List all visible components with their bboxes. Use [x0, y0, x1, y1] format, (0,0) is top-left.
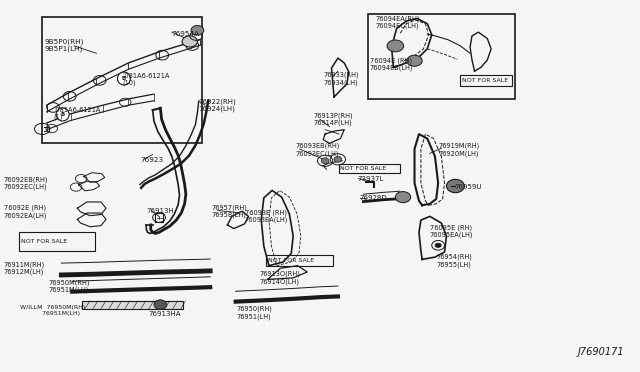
Text: 76950(RH)
76951(LH): 76950(RH) 76951(LH): [237, 306, 273, 320]
Text: 76919M(RH)
76920M(LH): 76919M(RH) 76920M(LH): [438, 143, 479, 157]
Ellipse shape: [396, 192, 411, 203]
Text: B: B: [61, 112, 65, 117]
Text: 76954A: 76954A: [172, 31, 200, 37]
Ellipse shape: [191, 26, 204, 35]
Text: B: B: [122, 76, 126, 81]
Text: 76928D: 76928D: [360, 195, 387, 201]
Text: 76913P(RH)
76914P(LH): 76913P(RH) 76914P(LH): [314, 112, 353, 126]
Text: 76950M(RH)
76951M(LH): 76950M(RH) 76951M(LH): [49, 279, 90, 293]
Text: 76092E (RH)
76092EA(LH): 76092E (RH) 76092EA(LH): [4, 205, 47, 219]
Text: J7690171: J7690171: [577, 347, 624, 357]
Text: 76922(RH)
76924(LH): 76922(RH) 76924(LH): [198, 98, 236, 112]
Ellipse shape: [435, 243, 442, 247]
Circle shape: [118, 72, 131, 85]
Ellipse shape: [321, 158, 329, 164]
Text: 76959U: 76959U: [454, 184, 482, 190]
Text: W/ILLM  76950M(RH)
           76951M(LH): W/ILLM 76950M(RH) 76951M(LH): [20, 305, 85, 315]
Text: 76913O(RH)
76914O(LH): 76913O(RH) 76914O(LH): [259, 271, 300, 285]
Text: 76911M(RH)
76912M(LH): 76911M(RH) 76912M(LH): [4, 261, 45, 275]
Text: 76094EA(RH)
76094EC(LH): 76094EA(RH) 76094EC(LH): [376, 15, 420, 29]
Bar: [19, 232, 95, 251]
Ellipse shape: [154, 300, 167, 310]
Text: 76092EB(RH)
76092EC(LH): 76092EB(RH) 76092EC(LH): [4, 176, 49, 190]
Text: NOT FOR SALE: NOT FOR SALE: [21, 239, 67, 244]
Bar: [461, 75, 511, 86]
Ellipse shape: [182, 36, 197, 47]
Text: 76094E (RH)
76094EB(LH): 76094E (RH) 76094EB(LH): [370, 57, 413, 71]
Ellipse shape: [447, 179, 465, 193]
Bar: [266, 254, 333, 266]
Bar: [42, 17, 202, 143]
Ellipse shape: [387, 40, 404, 52]
Text: ´081A6-6121A
(10): ´081A6-6121A (10): [122, 73, 170, 86]
Text: NOT FOR SALE: NOT FOR SALE: [340, 166, 387, 171]
Bar: [339, 164, 400, 173]
Ellipse shape: [334, 156, 342, 162]
Text: 9B5P0(RH)
9B5P1(LH): 9B5P0(RH) 9B5P1(LH): [44, 38, 83, 52]
Text: 76933(RH)
76934(LH): 76933(RH) 76934(LH): [323, 71, 359, 86]
Text: 73937L: 73937L: [357, 176, 383, 182]
Ellipse shape: [407, 55, 422, 66]
Circle shape: [56, 108, 69, 121]
Text: 76095E (RH)
76095EA(LH): 76095E (RH) 76095EA(LH): [430, 224, 474, 238]
Text: 76913H: 76913H: [147, 208, 174, 214]
Text: 76093EB(RH)
76093EC(LH): 76093EB(RH) 76093EC(LH): [296, 143, 340, 157]
Bar: [82, 301, 182, 309]
Text: 76923: 76923: [140, 157, 163, 163]
Text: ´081A6-6121A
(1): ´081A6-6121A (1): [53, 107, 101, 121]
Text: 76954(RH)
76955(LH): 76954(RH) 76955(LH): [436, 254, 472, 268]
Text: NOT FOR SALE: NOT FOR SALE: [462, 78, 508, 83]
Text: 76093E (RH)
76093EA(LH): 76093E (RH) 76093EA(LH): [244, 209, 288, 224]
Bar: [368, 14, 515, 99]
Text: 76913HA: 76913HA: [149, 311, 181, 317]
Text: NOT FOR SALE: NOT FOR SALE: [268, 258, 314, 263]
Text: 76957(RH)
76958(LH): 76957(RH) 76958(LH): [211, 204, 247, 218]
